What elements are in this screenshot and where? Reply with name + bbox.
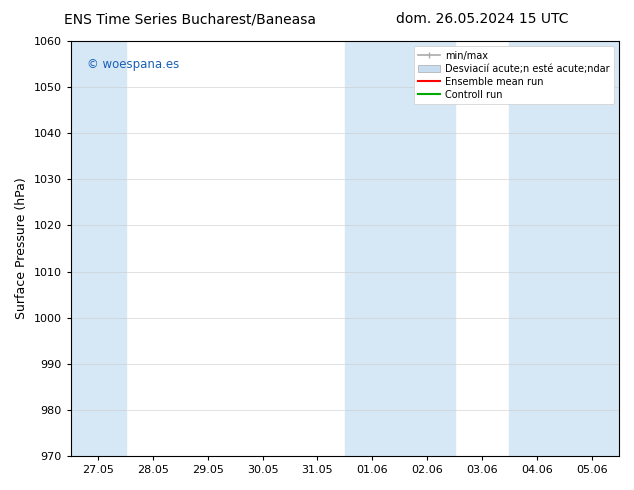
Text: © woespana.es: © woespana.es (87, 58, 179, 71)
Text: ENS Time Series Bucharest/Baneasa: ENS Time Series Bucharest/Baneasa (64, 12, 316, 26)
Bar (345, 41, 455, 456)
Legend: min/max, Desviacií acute;n esté acute;ndar, Ensemble mean run, Controll run: min/max, Desviacií acute;n esté acute;nd… (413, 46, 614, 104)
Y-axis label: Surface Pressure (hPa): Surface Pressure (hPa) (15, 178, 28, 319)
Bar (509, 41, 619, 456)
Text: dom. 26.05.2024 15 UTC: dom. 26.05.2024 15 UTC (396, 12, 568, 26)
Bar (71, 41, 126, 456)
